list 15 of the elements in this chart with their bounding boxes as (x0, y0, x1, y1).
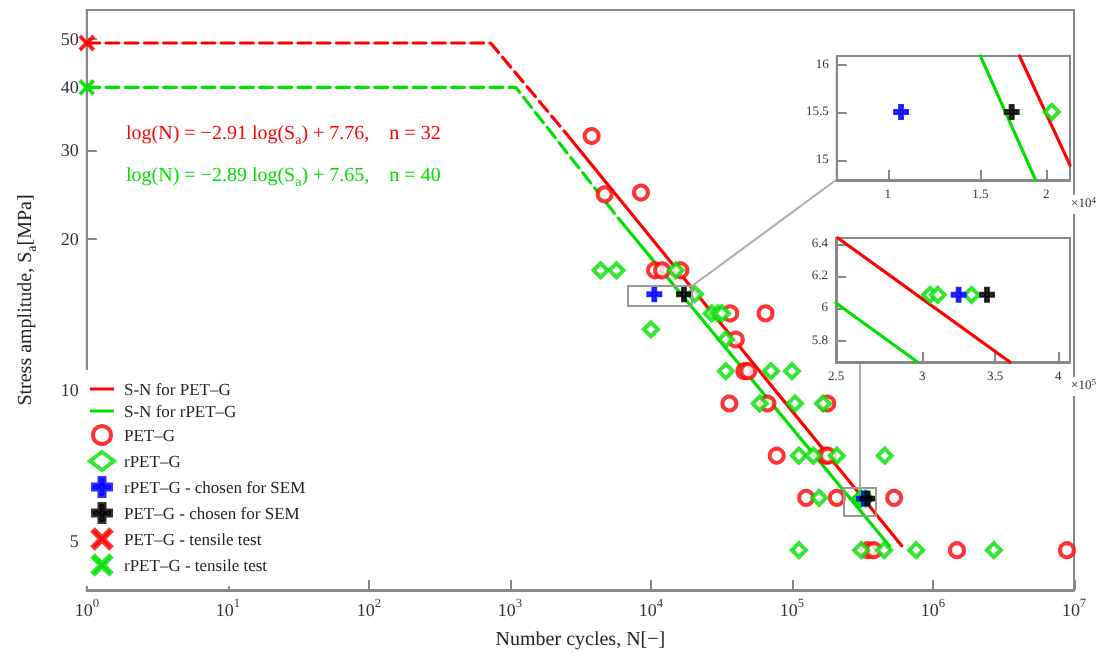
x-axis-title: Number cycles, N[−] (495, 629, 666, 651)
legend-label: PET–G - chosen for SEM (124, 503, 301, 523)
y-tick-label: 40 (60, 77, 80, 98)
legend-label: rPET–G (124, 451, 181, 471)
y-tick-label: 30 (60, 140, 80, 161)
legend-label: PET–G - tensile test (124, 529, 263, 549)
legend-label: S-N for PET–G (124, 379, 231, 399)
y-tick-label: 5 (69, 531, 80, 552)
y-tick-label: 20 (60, 228, 80, 249)
y-tick-label: 10 (60, 379, 80, 400)
legend-label: S-N for rPET–G (124, 401, 237, 421)
legend-label: PET–G (124, 425, 175, 445)
legend-label: rPET–G - tensile test (124, 555, 269, 575)
legend-label: rPET–G - chosen for SEM (124, 477, 307, 497)
y-tick-label: 50 (60, 28, 80, 49)
